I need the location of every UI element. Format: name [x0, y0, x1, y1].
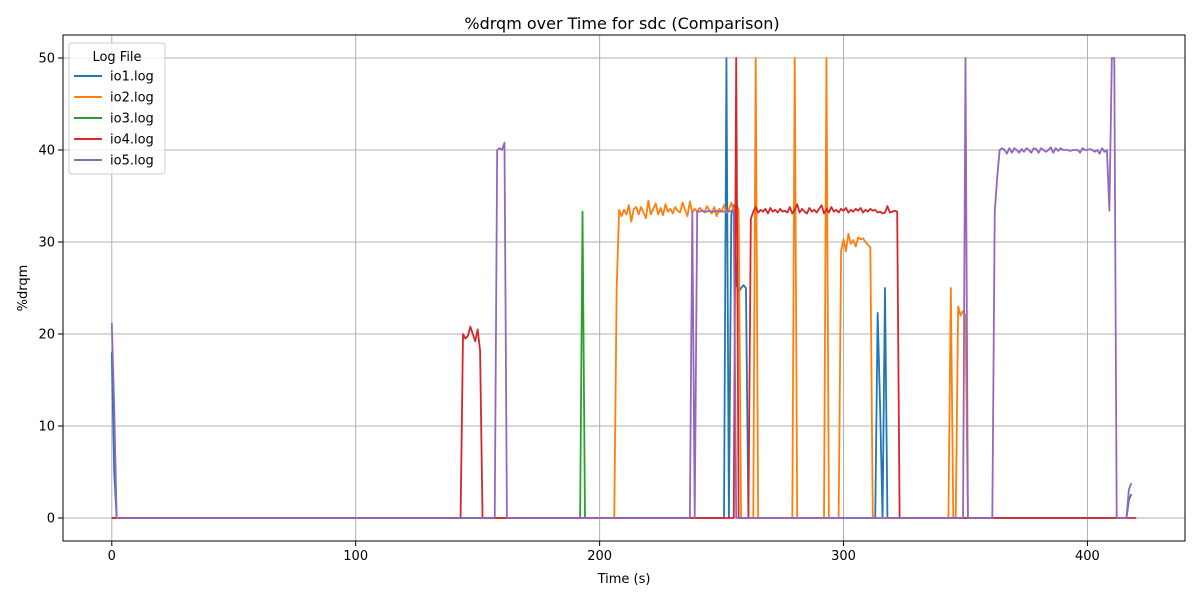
series-line-io4-log: [111, 57, 1137, 519]
y-tick-label: 40: [38, 144, 55, 159]
x-tick-label: 400: [1075, 549, 1100, 564]
chart-title: %drqm over Time for sdc (Comparison): [464, 14, 779, 33]
x-axis-ticks: 0 100 200 300 400: [108, 541, 1100, 564]
x-tick-label: 0: [108, 549, 116, 564]
legend-entry-label: io2.log: [110, 91, 154, 106]
x-axis-label: Time (s): [597, 572, 651, 587]
series-line-io1-log: [110, 57, 1133, 519]
grid: [63, 35, 1185, 541]
y-tick-label: 30: [38, 236, 55, 251]
legend-title: Log File: [92, 50, 141, 65]
y-tick-label: 20: [38, 328, 55, 343]
legend-entry-label: io4.log: [110, 133, 154, 148]
x-tick-label: 300: [831, 549, 856, 564]
x-tick-label: 100: [343, 549, 368, 564]
y-tick-label: 50: [38, 52, 55, 67]
series-line-io3-log: [111, 210, 586, 519]
series-line-io2-log: [111, 57, 969, 519]
y-tick-label: 0: [47, 512, 55, 527]
y-axis-label: %drqm: [16, 265, 31, 312]
x-tick-label: 200: [587, 549, 612, 564]
legend: Log File io1.log io2.log io3.log io4.log io5…: [68, 42, 166, 175]
series-line-io5-log: [110, 57, 1133, 519]
legend-entry-label: io3.log: [110, 112, 154, 127]
y-tick-label: 10: [38, 420, 55, 435]
y-axis-ticks: 0 10 20 30 40 50: [38, 52, 63, 527]
plot-frame: [62, 34, 1186, 542]
legend-entry-label: io5.log: [110, 154, 154, 169]
legend-entry-label: io1.log: [110, 70, 154, 85]
series-lines: [110, 57, 1137, 519]
